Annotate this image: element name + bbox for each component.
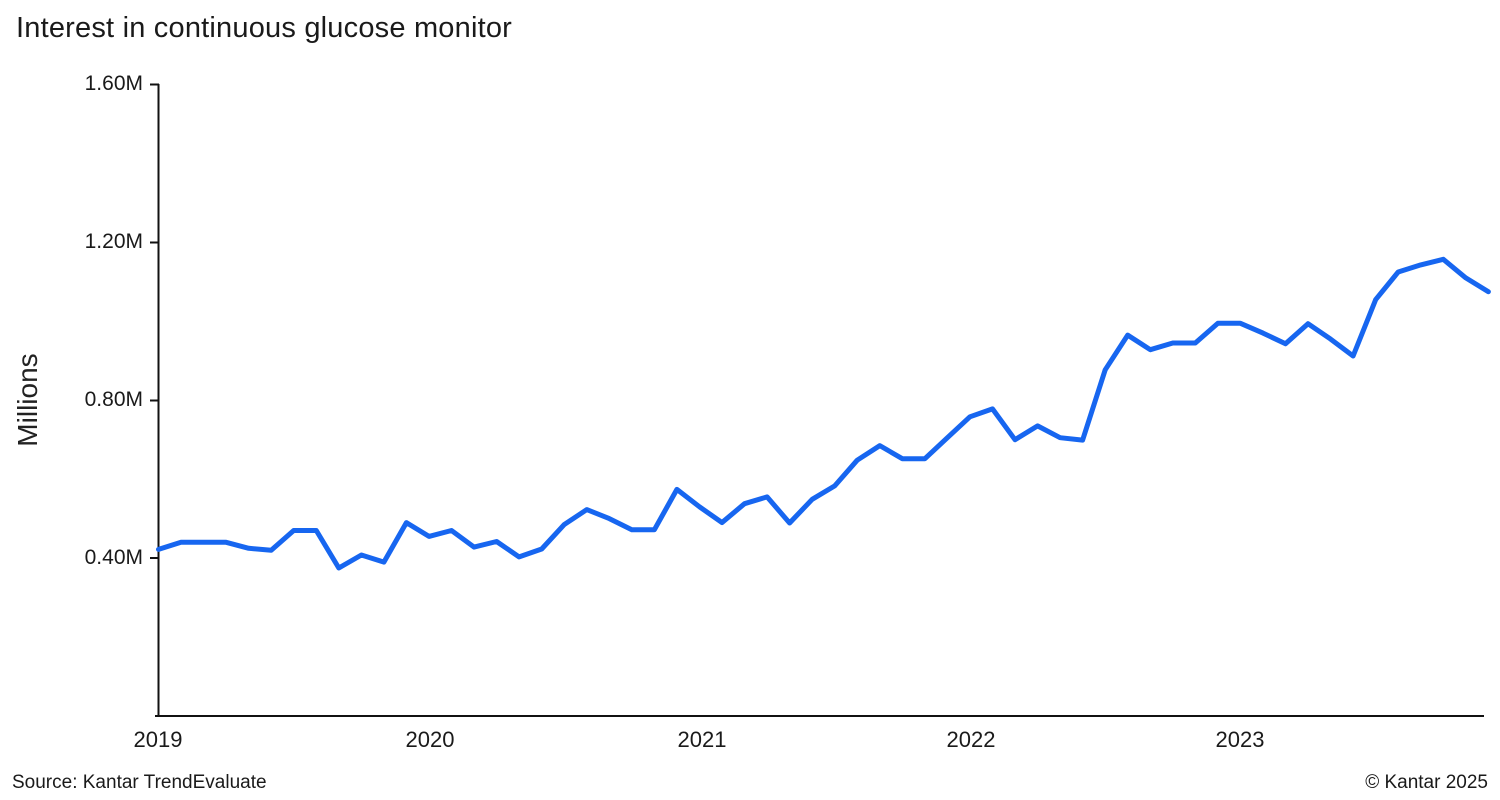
y-tick-label-0-40m: 0.40M [84, 546, 143, 569]
y-tick-label-0-80m: 0.80M [84, 388, 143, 411]
x-tick-label-2019: 2019 [133, 727, 183, 752]
x-tick-label-2020: 2020 [405, 727, 455, 752]
chart-line [156, 256, 1491, 571]
x-tick-label-2023: 2023 [1215, 727, 1265, 752]
x-tick-label-2022: 2022 [946, 727, 996, 752]
copyright-text: © Kantar 2025 [1365, 772, 1488, 793]
x-tick-label-2021: 2021 [677, 727, 727, 752]
y-tick-label-1-20m: 1.20M [84, 230, 143, 253]
chart-title: Interest in continuous glucose monitor [16, 12, 513, 44]
source-text: Source: Kantar TrendEvaluate [12, 772, 267, 793]
y-tick-label-1-60m: 1.60M [84, 72, 143, 95]
